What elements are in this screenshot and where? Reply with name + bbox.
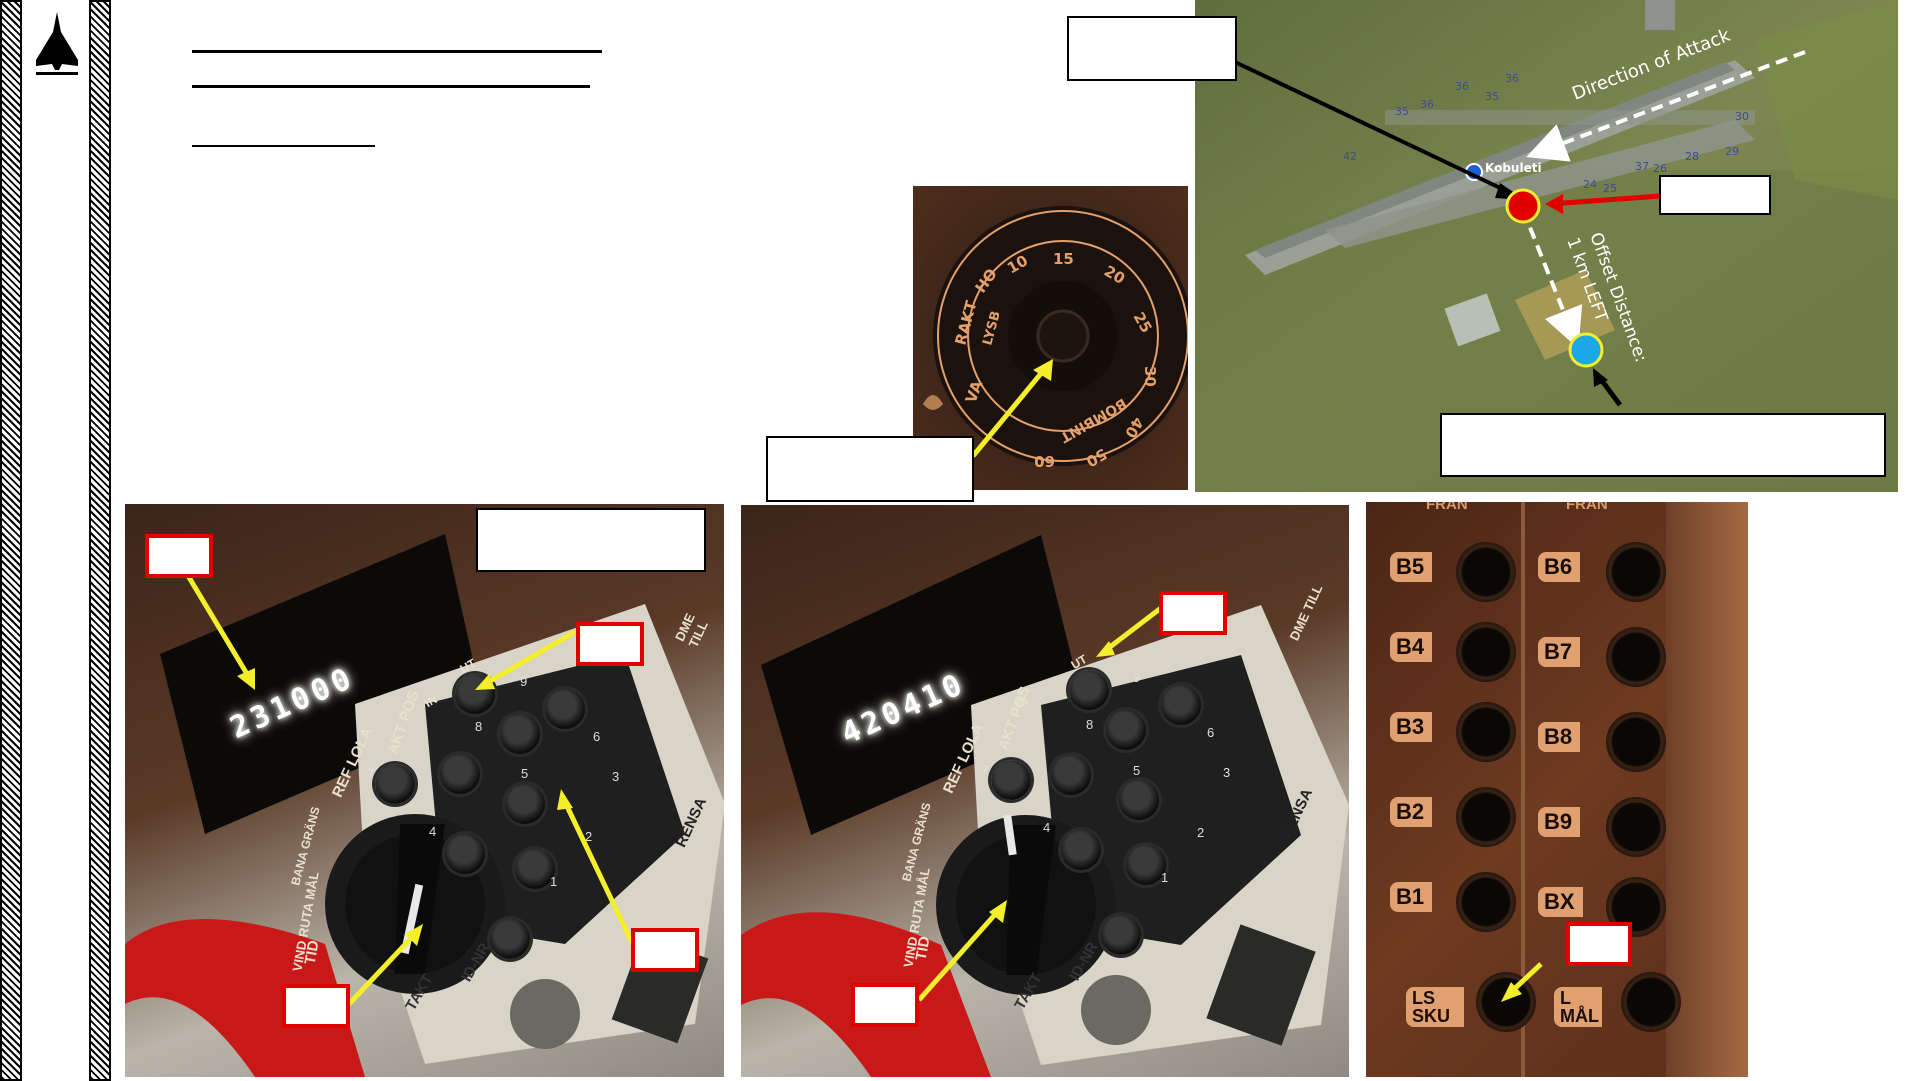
keypad-key[interactable] bbox=[545, 689, 585, 729]
key-number: 1 bbox=[1161, 870, 1169, 885]
dial-label: 60 bbox=[1034, 452, 1055, 470]
offset-point-marker bbox=[1568, 332, 1604, 368]
keypad-panel-1: 231000 9 8 6 7 5 3 4 2 1 AKT POS REF LOL… bbox=[125, 504, 724, 1077]
key-number: 3 bbox=[1223, 765, 1231, 780]
map-number: 28 bbox=[1685, 150, 1699, 163]
key-number: 8 bbox=[1086, 717, 1094, 732]
key-number: 5 bbox=[521, 766, 529, 781]
weapon-selector-dial: 10 15 20 25 30 40 50 60 BOMBINT RAKT HO … bbox=[913, 186, 1188, 490]
header-from-right: FRÅN bbox=[1566, 502, 1608, 513]
key-number: 2 bbox=[1197, 825, 1205, 840]
subtitle-line bbox=[192, 145, 375, 147]
dial-callout bbox=[766, 436, 974, 502]
header-from-left: FRÅN bbox=[1426, 502, 1468, 513]
dial-label: 15 bbox=[1053, 250, 1074, 268]
b-button-panel: FRÅN FRÅN B5 B4 B3 B2 B1 B6 B7 B8 B9 BX … bbox=[1366, 502, 1748, 1077]
map-number: 35 bbox=[1395, 105, 1409, 118]
keypad-key[interactable] bbox=[490, 919, 530, 959]
ls-sku-label: LS SKU bbox=[1406, 987, 1464, 1027]
map-number: 37 bbox=[1635, 160, 1649, 173]
key-number: 4 bbox=[429, 824, 437, 839]
map-number: 26 bbox=[1653, 162, 1667, 175]
b8-label: B8 bbox=[1538, 722, 1581, 752]
key-number: 9 bbox=[520, 674, 528, 689]
key-number: 8 bbox=[475, 719, 483, 734]
map-number: 36 bbox=[1505, 72, 1519, 85]
keypad-key[interactable] bbox=[375, 764, 415, 804]
map-callout-top bbox=[1067, 16, 1237, 81]
keypad-key[interactable] bbox=[1051, 755, 1091, 795]
b9-label: B9 bbox=[1538, 807, 1581, 837]
left-hatch-bar bbox=[0, 0, 22, 1081]
dial-label: 30 bbox=[1141, 366, 1159, 387]
b5-label: B5 bbox=[1390, 552, 1433, 582]
map-number: 36 bbox=[1420, 98, 1434, 111]
key-number: 3 bbox=[612, 769, 620, 784]
key-number: 2 bbox=[585, 829, 593, 844]
keypad-key[interactable] bbox=[515, 849, 555, 889]
keypad1-toggle-callout bbox=[576, 622, 644, 666]
title-line-2 bbox=[192, 85, 590, 88]
panel-divider bbox=[1521, 502, 1525, 1077]
b7-label: B7 bbox=[1538, 637, 1581, 667]
key-number: 9 bbox=[1133, 670, 1141, 685]
lssku-callout bbox=[1566, 922, 1632, 966]
keypad-key[interactable] bbox=[1126, 845, 1166, 885]
map-callout-bottom bbox=[1440, 413, 1886, 477]
keypad1-keys-callout bbox=[631, 928, 699, 972]
target-marker bbox=[1505, 188, 1541, 224]
keypad1-selector-callout bbox=[282, 984, 350, 1028]
key-number: 6 bbox=[1207, 725, 1215, 740]
title-line-1 bbox=[192, 50, 602, 53]
map-number: 29 bbox=[1725, 145, 1739, 158]
key-number: 4 bbox=[1043, 820, 1051, 835]
airfield-name: Kobuleti bbox=[1485, 161, 1542, 175]
key-number: 6 bbox=[593, 729, 601, 744]
map-number: 25 bbox=[1603, 182, 1617, 195]
keypad2-toggle-callout bbox=[1159, 591, 1227, 635]
b3-label: B3 bbox=[1390, 712, 1433, 742]
b1-label: B1 bbox=[1390, 882, 1433, 912]
keypad-key[interactable] bbox=[440, 754, 480, 794]
panel-edge bbox=[1666, 502, 1748, 1077]
map-number: 24 bbox=[1583, 178, 1597, 191]
l-mal-button[interactable] bbox=[1621, 972, 1681, 1032]
keypad-key[interactable] bbox=[1119, 780, 1159, 820]
map-number: 35 bbox=[1485, 90, 1499, 103]
keypad-panel-2: 420410 9 8 6 7 5 3 4 2 1 AKT POS REF LOL… bbox=[741, 505, 1349, 1077]
key-number: 5 bbox=[1133, 763, 1141, 778]
key-number: 7 bbox=[981, 763, 989, 778]
ls-sku-button[interactable] bbox=[1476, 972, 1536, 1032]
l-mal-label: L MÅL bbox=[1554, 987, 1602, 1027]
map-number: 42 bbox=[1343, 150, 1357, 163]
map-callout-right bbox=[1659, 175, 1771, 215]
key-number: 1 bbox=[550, 874, 558, 889]
keypad-key[interactable] bbox=[445, 834, 485, 874]
keypad1-display-callout bbox=[145, 534, 213, 578]
aircraft-logo-icon bbox=[32, 10, 82, 76]
key-number: 7 bbox=[367, 766, 375, 781]
right-hatch-bar bbox=[89, 0, 111, 1081]
keypad2-selector-callout bbox=[851, 983, 919, 1027]
b6-label: B6 bbox=[1538, 552, 1581, 582]
keypad-key[interactable] bbox=[505, 784, 545, 824]
airfield-map: 36 35 36 35 36 42 28 29 30 24 25 37 26 K… bbox=[1195, 0, 1898, 492]
bx-label: BX bbox=[1538, 887, 1583, 917]
b4-label: B4 bbox=[1390, 632, 1433, 662]
keypad-key[interactable] bbox=[1069, 670, 1109, 710]
keypad-key[interactable] bbox=[1106, 710, 1146, 750]
b2-label: B2 bbox=[1390, 797, 1433, 827]
keypad-key[interactable] bbox=[1101, 915, 1141, 955]
keypad1-callout bbox=[476, 508, 706, 572]
map-number: 36 bbox=[1455, 80, 1469, 93]
keypad-key[interactable] bbox=[991, 760, 1031, 800]
keypad-key[interactable] bbox=[1061, 830, 1101, 870]
keypad-key[interactable] bbox=[500, 714, 540, 754]
keypad-key[interactable] bbox=[1161, 685, 1201, 725]
map-number: 30 bbox=[1735, 110, 1749, 123]
